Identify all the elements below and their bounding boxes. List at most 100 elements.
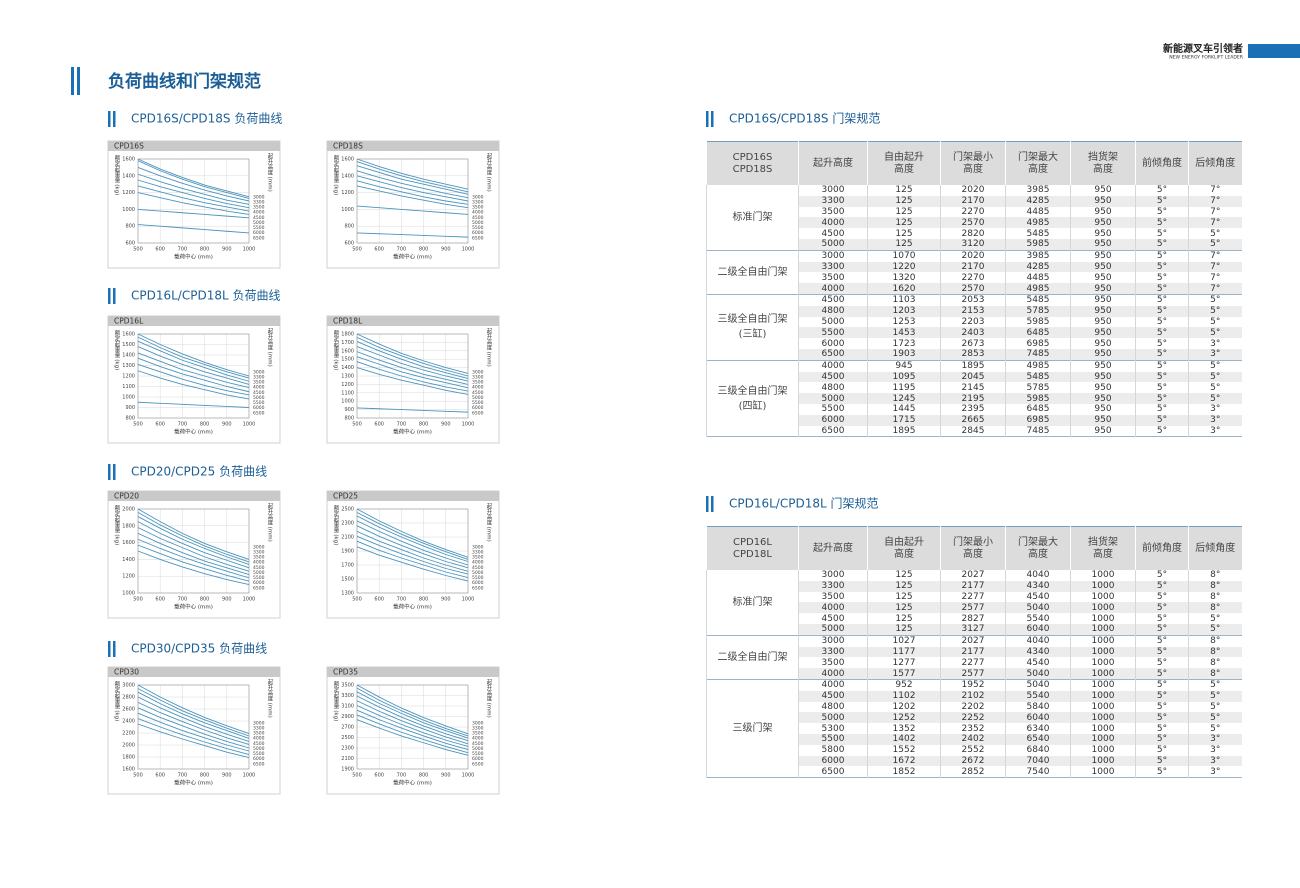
y-tick-label: 800 [344, 224, 354, 230]
data-row: 5500 1402 2402 6540 1000 5° 3° [707, 733, 1242, 745]
data-cell: 5540 [1005, 613, 1071, 624]
data-cell: 125 [867, 580, 941, 592]
data-cell: 125 [867, 206, 941, 218]
brand-en: NEW ENERGY FORKLIFT LEADER [1169, 55, 1244, 61]
table-body: 标准门架 3000 125 2020 3985 950 5° 7° 3300 125 2170 428… [706, 185, 1242, 437]
data-cell: 2053 [940, 293, 1006, 306]
column-name: 挡货架 [1088, 536, 1118, 548]
data-cell: 5° [1135, 733, 1189, 745]
model-name: CPD16S [732, 151, 773, 163]
group-label: 标准门架 [732, 596, 773, 608]
data-row: 6500 1895 2845 7485 950 5° 3° [707, 425, 1242, 437]
data-cell: 1672 [867, 755, 941, 767]
column-name: 自由起升 [884, 151, 924, 163]
y2-axis-label: 起升高度 (mm) [486, 679, 493, 718]
data-cell: 125 [867, 623, 941, 636]
group-cell: 标准门架 [706, 570, 799, 636]
heading-bar [711, 496, 714, 512]
data-cell: 5° [1135, 228, 1189, 239]
x-tick-label: 1000 [243, 773, 256, 779]
data-cell: 2027 [940, 570, 1006, 581]
data-cell: 2277 [940, 657, 1006, 669]
data-cell: 3985 [1005, 249, 1071, 262]
legend-label: 4500 [472, 741, 484, 747]
data-cell: 5° [1135, 283, 1189, 295]
data-cell: 5° [1135, 723, 1189, 734]
data-cell: 950 [1070, 403, 1136, 415]
load-curve [356, 336, 469, 377]
legend-label: 5500 [472, 400, 484, 406]
legend-label: 4500 [253, 390, 265, 396]
data-cell: 4000 [798, 359, 868, 372]
data-cell: 5° [1188, 327, 1242, 339]
data-cell: 2102 [940, 690, 1006, 702]
data-cell: 4000 [798, 602, 868, 614]
data-cell: 3127 [940, 623, 1006, 636]
y-tick-label: 2500 [341, 507, 354, 513]
data-cell: 5000 [798, 316, 868, 328]
data-cell: 1000 [1070, 591, 1136, 603]
heading-bar [711, 111, 714, 127]
y-tick-label: 1700 [341, 563, 354, 569]
group-label: 二级全自由门架 [717, 266, 788, 278]
legend-label: 6000 [253, 756, 265, 762]
data-cell: 125 [867, 238, 941, 251]
data-cell: 2352 [940, 723, 1006, 734]
data-cell: 5500 [798, 733, 868, 745]
y-tick-label: 3100 [341, 704, 354, 710]
data-cell: 950 [1070, 217, 1136, 229]
x-tick-label: 1000 [462, 422, 475, 428]
load-curve [137, 521, 250, 569]
data-cell: 2570 [940, 283, 1006, 295]
legend-label: 3500 [472, 555, 484, 561]
data-cell: 950 [1070, 272, 1136, 284]
plot-frame [356, 508, 469, 594]
data-row: 6000 1723 2673 6985 950 5° 3° [707, 338, 1242, 349]
data-cell: 5° [1135, 646, 1189, 658]
data-cell: 5° [1135, 293, 1189, 306]
y-axis-label: 额定起重量 (kg) [114, 329, 121, 370]
data-cell: 5° [1188, 613, 1242, 624]
y-tick-label: 1800 [341, 332, 354, 338]
column-name: 门架最小 [953, 151, 993, 163]
column-name: 高度 [894, 163, 914, 175]
data-cell: 5° [1135, 348, 1189, 361]
load-curve [356, 346, 469, 382]
data-cell: 5° [1135, 327, 1189, 339]
legend-label: 6500 [253, 410, 265, 416]
header-row: CPD16S CPD18S 起升高度 自由起升 高度 门架最小 高度 门架最大 高度 挡货架 高度前… [706, 141, 1242, 185]
legend-label: 6500 [472, 235, 484, 241]
chart-title: CPD35 [333, 668, 358, 677]
group-cell: 三级全自由门架 (三缸) [706, 293, 799, 361]
x-tick-label: 900 [222, 597, 232, 603]
legend-label: 4000 [253, 736, 265, 742]
column-name: 起升高度 [813, 157, 853, 169]
data-row: 3500 1277 2277 4540 1000 5° 8° [707, 657, 1242, 669]
data-cell: 5° [1188, 690, 1242, 702]
header-cell: 门架最小 高度 [940, 526, 1006, 570]
data-cell: 3000 [798, 249, 868, 262]
legend-label: 5500 [253, 751, 265, 757]
data-cell: 5° [1135, 359, 1189, 372]
x-tick-label: 900 [222, 773, 232, 779]
y-tick-label: 1000 [341, 207, 354, 213]
load-curve [356, 158, 469, 190]
data-cell: 2145 [940, 382, 1006, 394]
y-tick-label: 1500 [341, 577, 354, 583]
data-cell: 6500 [798, 348, 868, 361]
data-cell: 5985 [1005, 393, 1071, 404]
data-cell: 5° [1135, 668, 1189, 680]
data-cell: 4040 [1005, 570, 1071, 581]
data-cell: 5° [1188, 359, 1242, 372]
x-tick-label: 1000 [462, 247, 475, 253]
column-name: 高度 [963, 548, 983, 560]
y-tick-label: 3500 [341, 683, 354, 689]
load-curve [137, 333, 250, 377]
chart-title: CPD20 [114, 492, 139, 501]
data-cell: 1620 [867, 283, 941, 295]
heading-bar [706, 496, 709, 512]
data-row: 6500 1852 2852 7540 1000 5° 3° [707, 766, 1242, 778]
data-cell: 2170 [940, 195, 1006, 207]
load-curve [356, 351, 469, 385]
chart-title-bar [108, 141, 280, 151]
